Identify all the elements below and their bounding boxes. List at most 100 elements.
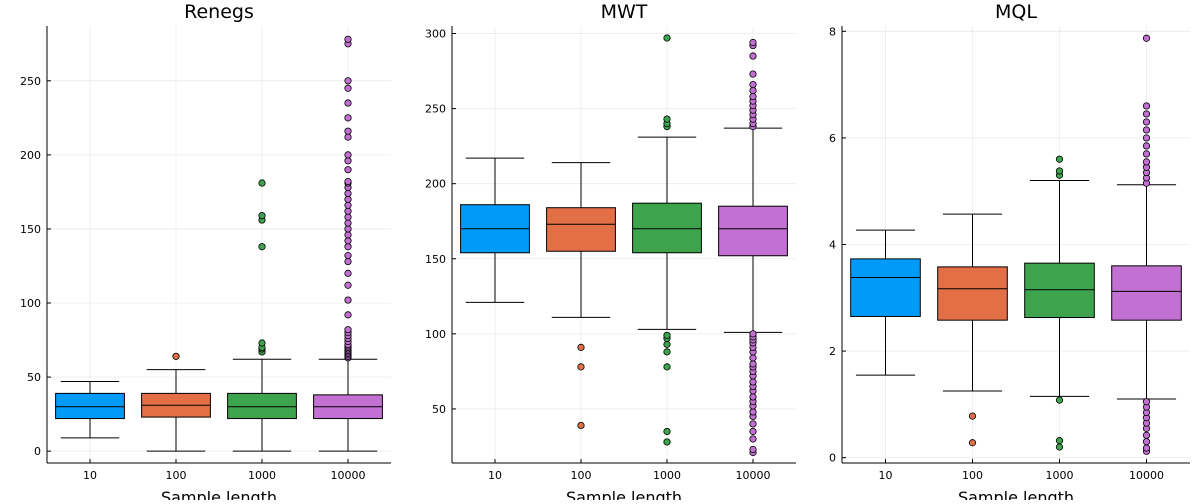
y-tick-label: 6 [829,132,836,145]
y-tick-label: 150 [425,253,446,266]
outlier-point [344,127,352,135]
outlier-point [749,445,757,454]
outlier-point [1142,438,1151,446]
y-tick-label: 200 [20,149,41,162]
outlier-point [749,52,757,60]
outlier-point [749,378,757,386]
outlier-point [344,166,352,174]
outlier-point [344,326,352,334]
outlier-point [663,427,671,436]
x-tick-label: 100 [166,469,187,482]
y-tick-label: 250 [20,75,41,88]
outlier-point [749,80,757,89]
x-tick-label: 10000 [736,469,771,482]
x-axis-label: Sample length [958,488,1074,500]
y-tick-label: 2 [829,345,836,358]
outlier-point [344,177,352,186]
outlier-point [344,84,352,92]
outlier-point [258,212,266,220]
outlier-point [172,352,180,360]
x-tick-label: 10 [879,469,893,482]
outlier-point [749,393,757,401]
box-10000 [313,35,383,452]
outlier-point [1055,437,1064,445]
y-tick-label: 150 [20,223,41,236]
outlier-point [663,340,671,348]
box-10000 [718,38,788,457]
outlier-point [577,421,585,430]
box-10000 [1111,34,1182,455]
outlier-point [1142,431,1151,439]
box-1000 [1024,155,1095,451]
outlier-point [344,252,352,260]
outlier-point [344,201,352,209]
y-tick-label: 8 [829,25,836,38]
iqr-box [632,202,702,254]
outlier-point [1142,118,1151,126]
y-tick-label: 4 [829,239,836,252]
y-tick-label: 100 [425,328,446,341]
outlier-point [1142,34,1151,42]
outlier-point [344,133,352,141]
iqr-box [718,205,788,257]
x-tick-label: 1000 [248,469,276,482]
outlier-point [344,35,352,43]
box-10 [55,381,125,439]
outlier-point [749,360,757,368]
outlier-point [663,331,671,339]
outlier-point [1142,150,1151,158]
outlier-point [749,427,757,436]
x-tick-label: 100 [962,469,983,482]
outlier-point [749,70,757,78]
outlier-point [344,189,352,197]
outlier-point [968,412,977,420]
x-tick-label: 10 [488,469,502,482]
outlier-point [344,77,352,85]
outlier-point [344,231,352,239]
box-1000 [227,179,297,452]
outlier-point [344,114,352,122]
outlier-point [344,151,352,159]
iqr-box [850,258,921,317]
outlier-point [1142,444,1151,452]
outlier-point [1142,134,1151,142]
panel-title: Renegs [184,1,254,23]
outlier-point [1142,126,1151,134]
y-tick-label: 50 [432,403,446,416]
outlier-point [344,296,352,304]
outlier-point [749,86,757,95]
box-100 [141,352,211,452]
x-tick-label: 10000 [1129,469,1164,482]
x-tick-label: 10 [83,469,97,482]
outlier-point [1142,142,1151,150]
outlier-point [258,243,266,251]
outlier-point [1142,158,1151,166]
panel-2: 0 2 4 6 8 10 100 1000 10000 MQL Sample length [829,1,1190,504]
box-100 [937,213,1008,447]
outlier-point [1142,110,1151,118]
iqr-box [55,392,125,420]
outlier-point [749,330,757,338]
outlier-point [344,243,352,251]
y-tick-label: 200 [425,178,446,191]
box-10 [850,229,921,376]
outlier-point [749,92,757,101]
outlier-point [663,115,671,123]
x-tick-label: 10000 [331,469,366,482]
box-100 [546,162,616,430]
y-tick-label: 0 [34,445,41,458]
outlier-point [344,269,352,277]
panel-title: MWT [601,1,648,23]
outlier-point [663,438,671,446]
outlier-point [344,219,352,227]
outlier-point [1055,167,1064,175]
outlier-point [749,354,757,362]
y-tick-label: 50 [27,371,41,384]
outlier-point [749,38,757,47]
outlier-point [344,195,352,203]
outlier-point [749,420,757,428]
outlier-point [577,343,585,351]
iqr-box [1111,265,1182,321]
